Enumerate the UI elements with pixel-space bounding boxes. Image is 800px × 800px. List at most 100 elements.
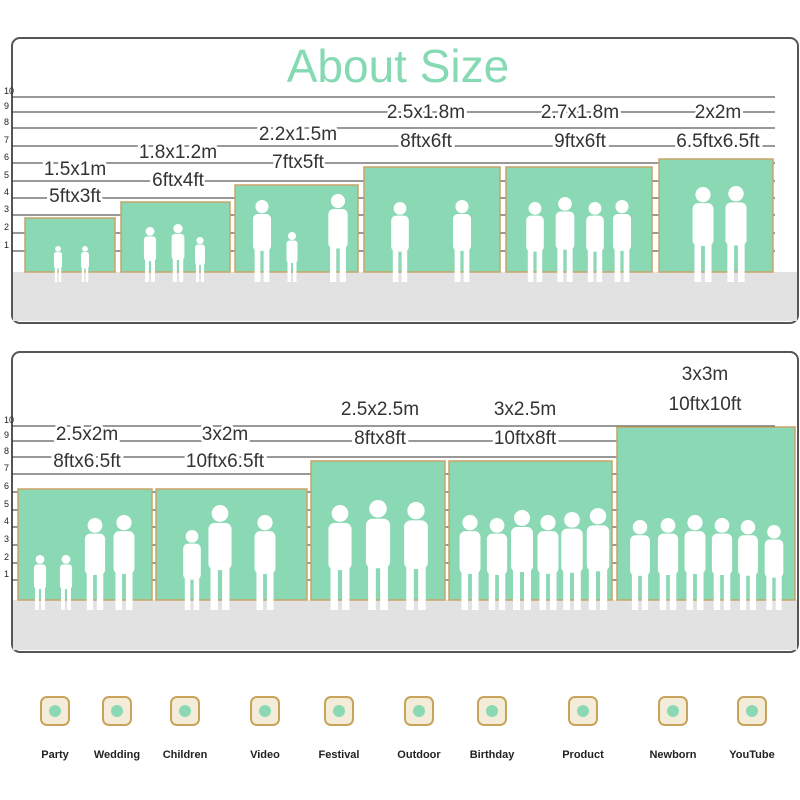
silhouette xyxy=(208,522,232,571)
silhouette xyxy=(342,568,350,610)
silhouette xyxy=(143,236,157,262)
backdrop xyxy=(658,158,774,273)
silhouette xyxy=(488,573,496,610)
use-icon xyxy=(250,696,280,726)
use-label: Video xyxy=(250,749,280,761)
silhouette xyxy=(255,200,269,214)
silhouette xyxy=(452,213,472,251)
scale-label: 8 xyxy=(4,117,9,127)
use-label: Festival xyxy=(319,749,360,761)
silhouette xyxy=(404,520,428,569)
silhouette xyxy=(684,531,706,574)
silhouette xyxy=(524,570,531,610)
size-imperial: 10ftx6.5ft xyxy=(186,451,265,472)
use-label: Newborn xyxy=(649,749,696,761)
silhouette xyxy=(749,574,757,610)
silhouette xyxy=(723,573,731,610)
scale-label: 2 xyxy=(4,222,9,232)
silhouette xyxy=(86,573,94,610)
silhouette xyxy=(728,186,744,202)
silhouette xyxy=(657,533,679,576)
icon-shape xyxy=(486,705,498,717)
use-label: Outdoor xyxy=(397,749,441,761)
silhouette xyxy=(573,570,581,610)
silhouette xyxy=(67,588,71,610)
scale-label: 9 xyxy=(4,101,9,111)
scale-label: 10 xyxy=(4,415,14,425)
silhouette xyxy=(365,518,391,569)
silhouette xyxy=(151,260,155,282)
silhouette xyxy=(586,525,610,572)
silhouette xyxy=(380,566,388,610)
silhouette xyxy=(511,527,533,572)
silhouette xyxy=(406,566,414,610)
silhouette xyxy=(669,573,677,610)
silhouette xyxy=(641,574,649,610)
silhouette xyxy=(714,518,730,533)
silhouette xyxy=(462,515,478,531)
silhouette xyxy=(418,566,426,610)
silhouette xyxy=(588,202,602,215)
silhouette xyxy=(630,535,650,576)
backdrop xyxy=(24,217,116,273)
size-imperial: 9ftx6ft xyxy=(554,131,606,152)
scale-label: 10 xyxy=(4,86,14,96)
silhouette xyxy=(631,574,639,610)
size-metric: 2.2x1.5m xyxy=(259,124,337,145)
silhouette xyxy=(252,213,272,251)
use-icon xyxy=(477,696,507,726)
silhouette xyxy=(739,574,747,610)
use-icon xyxy=(404,696,434,726)
size-imperial: 8ftx6ft xyxy=(400,131,452,152)
use-icon xyxy=(170,696,200,726)
silhouette xyxy=(564,512,580,528)
silhouette xyxy=(328,208,348,249)
silhouette xyxy=(498,573,506,610)
silhouette xyxy=(766,576,773,610)
scale-label: 9 xyxy=(4,430,9,440)
size-metric: 2x2m xyxy=(695,102,741,123)
silhouette xyxy=(600,569,608,610)
silhouette xyxy=(588,569,596,610)
scale-label: 3 xyxy=(4,534,9,544)
use-icon xyxy=(40,696,70,726)
silhouette xyxy=(725,202,747,246)
size-metric: 1.8x1.2m xyxy=(139,142,217,163)
scale-label: 2 xyxy=(4,552,9,562)
scale-label: 3 xyxy=(4,204,9,214)
silhouette xyxy=(528,202,542,215)
silhouette xyxy=(694,244,702,282)
icon-shape xyxy=(111,705,123,717)
silhouette xyxy=(222,568,230,610)
size-metric: 3x2.5m xyxy=(494,399,556,420)
size-metric: 2.5x2.5m xyxy=(341,399,419,420)
silhouette xyxy=(293,262,297,282)
silhouette xyxy=(589,507,607,525)
silhouette xyxy=(200,264,205,282)
silhouette xyxy=(61,555,71,564)
silhouette xyxy=(392,250,399,282)
silhouette xyxy=(81,252,89,269)
silhouette xyxy=(54,267,58,282)
silhouette xyxy=(401,250,408,282)
silhouette xyxy=(563,570,571,610)
silhouette xyxy=(455,200,469,214)
silhouette xyxy=(328,522,352,571)
silhouette xyxy=(266,572,274,610)
silhouette xyxy=(489,518,505,533)
silhouette xyxy=(513,570,520,610)
silhouette xyxy=(263,249,270,282)
silhouette xyxy=(738,535,758,576)
silhouette xyxy=(54,252,62,269)
scale-label: 7 xyxy=(4,463,9,473)
silhouette xyxy=(459,531,481,574)
use-icon xyxy=(102,696,132,726)
silhouette xyxy=(566,248,573,282)
silhouette xyxy=(527,250,534,282)
silhouette xyxy=(612,213,632,251)
title: About Size xyxy=(287,40,509,92)
silhouette xyxy=(145,227,155,236)
silhouette xyxy=(737,243,745,282)
silhouette xyxy=(125,572,133,610)
silhouette xyxy=(764,539,784,578)
